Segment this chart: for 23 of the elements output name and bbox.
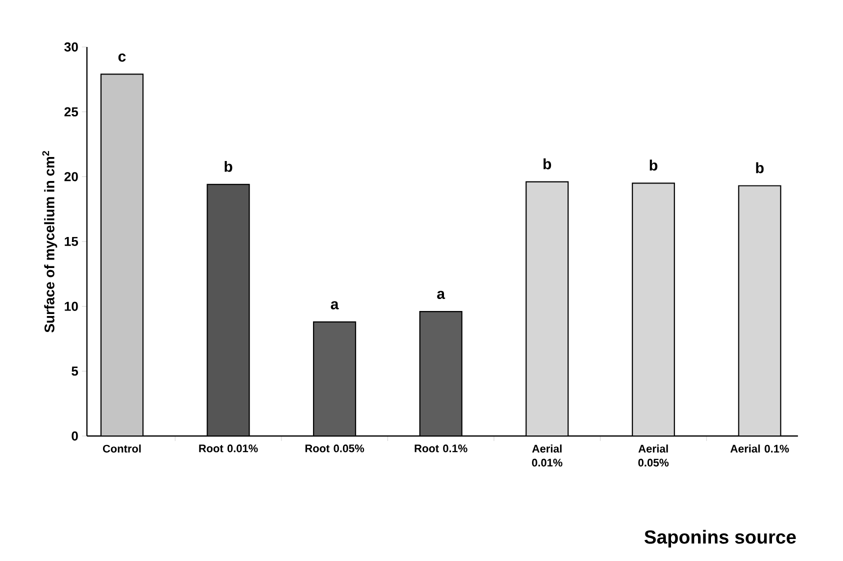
annotation: b [544,158,552,170]
x-tick-label: Aerial 0.1% [730,444,789,453]
x-tick-label: Root 0.1% [414,444,468,452]
y-tick-label: 5 [72,366,78,376]
annotation: c [118,54,126,62]
x-tick-label: Aerial 0.05% [638,444,669,467]
x-tick-label: Aerial 0.01% [532,444,562,467]
y-tick-label: 25 [64,107,78,116]
y-tick-label: 20 [64,172,78,182]
annotation: a [437,290,446,299]
y-tick-label: 15 [64,236,78,246]
y-tick-label: 30 [64,42,78,52]
y-axis-title: Surface of mycelium in cm$^{2}$ [42,151,58,332]
x-tick-label: Root 0.05% [305,444,364,452]
annotation: a [330,301,339,310]
y-tick-label: 10 [64,302,78,311]
annotation: b [756,162,764,174]
x-tick-label: Control [102,444,141,453]
y-tick-label: 0 [72,431,78,441]
annotation: b [224,160,232,172]
annotation: b [650,160,658,171]
x-tick-label: Root 0.01% [199,444,258,452]
x-axis-title: Saponins source [644,530,796,548]
